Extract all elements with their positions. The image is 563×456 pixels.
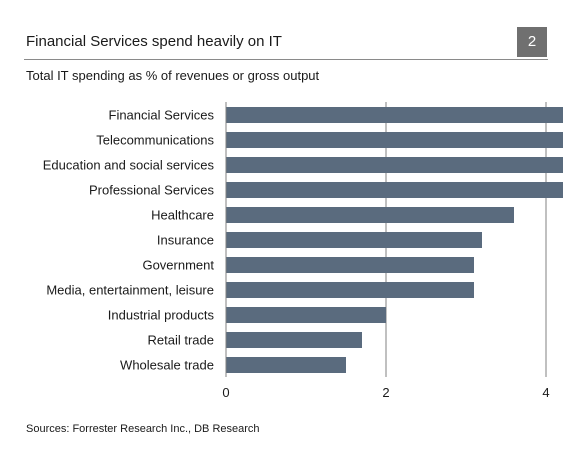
bar-3 bbox=[226, 182, 563, 198]
category-label-2: Education and social services bbox=[43, 158, 215, 173]
bar-9 bbox=[226, 332, 362, 348]
category-label-10: Wholesale trade bbox=[120, 358, 214, 373]
bar-5 bbox=[226, 232, 482, 248]
category-label-6: Government bbox=[142, 258, 214, 273]
x-tick-label-4: 4 bbox=[542, 385, 549, 400]
category-label-5: Insurance bbox=[157, 233, 214, 248]
bar-8 bbox=[226, 307, 386, 323]
bar-0 bbox=[226, 107, 563, 123]
chart-title: Financial Services spend heavily on IT bbox=[26, 33, 282, 50]
chart-number-badge: 2 bbox=[517, 27, 547, 57]
category-label-9: Retail trade bbox=[148, 333, 214, 348]
bar-10 bbox=[226, 357, 346, 373]
category-label-3: Professional Services bbox=[89, 183, 214, 198]
source-note: Sources: Forrester Research Inc., DB Res… bbox=[26, 423, 260, 435]
bar-1 bbox=[226, 132, 563, 148]
category-label-1: Telecommunications bbox=[96, 133, 214, 148]
category-label-8: Industrial products bbox=[108, 308, 215, 323]
bar-4 bbox=[226, 207, 514, 223]
chart-subtitle: Total IT spending as % of revenues or gr… bbox=[26, 68, 320, 83]
title-divider bbox=[24, 59, 548, 60]
x-tick-label-2: 2 bbox=[382, 385, 389, 400]
bar-2 bbox=[226, 157, 563, 173]
category-label-0: Financial Services bbox=[109, 108, 215, 123]
bar-6 bbox=[226, 257, 474, 273]
category-label-7: Media, entertainment, leisure bbox=[46, 283, 214, 298]
bar-7 bbox=[226, 282, 474, 298]
x-tick-label-0: 0 bbox=[222, 385, 229, 400]
category-label-4: Healthcare bbox=[151, 208, 214, 223]
